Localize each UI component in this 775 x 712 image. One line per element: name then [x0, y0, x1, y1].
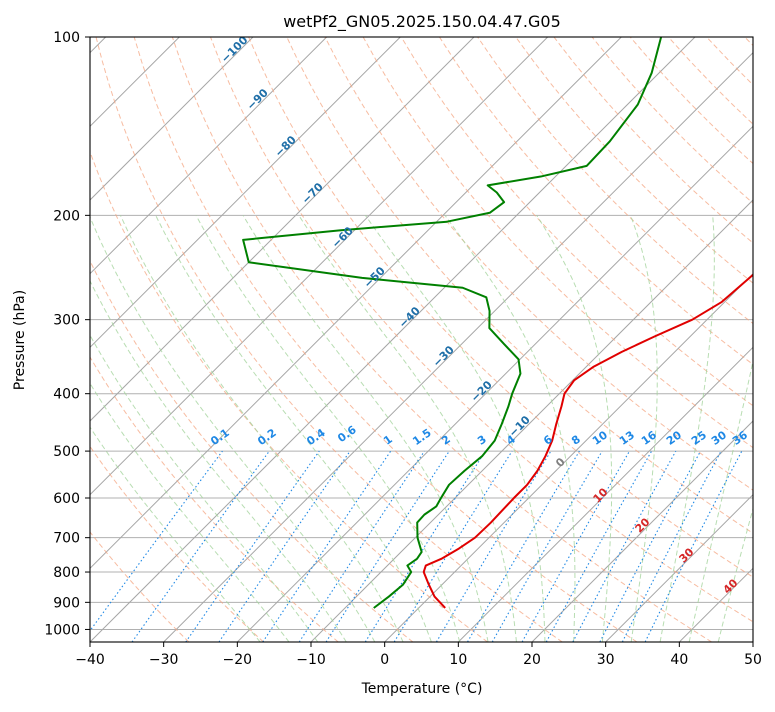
chart-title: wetPf2_GN05.2025.150.04.47.G05	[283, 12, 561, 32]
x-tick-label: 40	[670, 652, 688, 668]
y-tick-label: 700	[53, 531, 80, 547]
x-tick-label: 10	[449, 652, 467, 668]
y-tick-label: 200	[53, 208, 80, 224]
x-tick-label: 0	[380, 652, 389, 668]
y-tick-label: 100	[53, 30, 80, 46]
x-tick-label: −40	[75, 652, 105, 668]
y-tick-label: 300	[53, 313, 80, 329]
x-tick-label: 50	[744, 652, 762, 668]
x-axis-label: Temperature (°C)	[361, 681, 483, 697]
x-tick-label: 20	[523, 652, 541, 668]
y-tick-label: 400	[53, 387, 80, 403]
y-tick-label: 800	[53, 565, 80, 581]
y-tick-label: 1000	[44, 622, 80, 638]
y-tick-label: 600	[53, 491, 80, 507]
y-axis: 100 200 300 400 500 600 700 800 900 1000	[44, 30, 90, 638]
y-tick-label: 900	[53, 595, 80, 611]
y-axis-label: Pressure (hPa)	[12, 290, 28, 390]
x-tick-label: −10	[296, 652, 326, 668]
x-tick-label: −20	[223, 652, 253, 668]
y-tick-label: 500	[53, 444, 80, 460]
x-tick-label: 30	[597, 652, 615, 668]
x-tick-label: −30	[149, 652, 179, 668]
isotherm-line	[753, 37, 775, 642]
x-axis: −40 −30 −20 −10 0 10 20 30 40 50	[75, 642, 762, 668]
